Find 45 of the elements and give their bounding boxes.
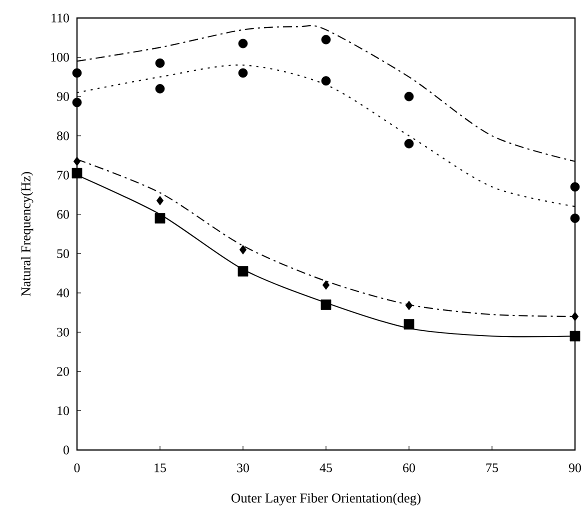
x-tick-label: 15 (154, 464, 166, 472)
point (322, 280, 330, 290)
point (239, 245, 247, 254)
point (321, 34, 331, 44)
y-tick-label: 80 (57, 131, 69, 140)
point (155, 84, 165, 94)
y-tick-label: 90 (56, 92, 69, 101)
y-tick-label: 70 (57, 170, 69, 180)
point (571, 312, 579, 322)
y-axis-title: Natural Frequency(Hz) (20, 172, 34, 296)
y-tick-label: 100 (51, 52, 69, 62)
y-tick-label: 20 (57, 367, 69, 376)
x-tick-label: 30 (237, 464, 249, 472)
point (154, 213, 166, 224)
point (72, 68, 82, 78)
x-axis-title: Outer Layer Fiber Orientation(deg) (232, 493, 420, 506)
y-tick-label: 10 (58, 406, 69, 416)
point (570, 330, 580, 342)
x-tick-label: 75 (486, 464, 498, 472)
point (155, 58, 165, 68)
point (321, 76, 331, 86)
point (570, 214, 580, 223)
y-tick-label: 40 (56, 288, 69, 298)
point (156, 196, 164, 206)
point (570, 182, 580, 192)
point (238, 68, 248, 78)
point (404, 138, 414, 148)
point (72, 168, 82, 178)
point (320, 299, 332, 310)
x-tick-label: 45 (320, 464, 332, 472)
y-tick-label: 30 (57, 328, 69, 337)
x-tick-label: 60 (403, 464, 415, 472)
point (73, 156, 81, 166)
point (72, 98, 82, 108)
y-tick-label: 110 (52, 14, 69, 22)
point (238, 266, 248, 277)
y-tick-label: 0 (64, 446, 69, 454)
point (404, 92, 414, 102)
x-tick-label: 90 (568, 464, 581, 472)
point (238, 38, 248, 48)
point (405, 300, 413, 310)
x-tick-label: 0 (74, 464, 80, 472)
y-tick-label: 60 (57, 210, 69, 219)
y-tick-label: 50 (57, 249, 69, 258)
point (404, 319, 414, 330)
